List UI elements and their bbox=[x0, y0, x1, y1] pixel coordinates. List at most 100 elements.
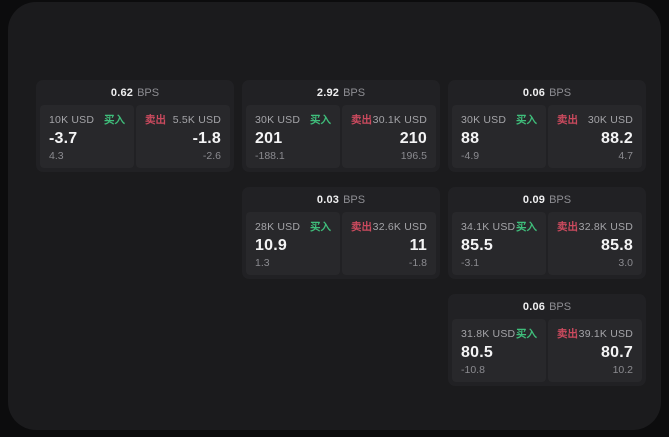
sell-notional: 32.8K USD bbox=[578, 220, 633, 233]
sell-quote-tile[interactable]: 卖出 30.1K USD 210 196.5 bbox=[342, 105, 436, 168]
sell-price: 11 bbox=[409, 237, 427, 254]
sell-quote-tile[interactable]: 卖出 32.6K USD 11 -1.8 bbox=[342, 212, 436, 275]
buy-quote-tile[interactable]: 28K USD 买入 10.9 1.3 bbox=[246, 212, 340, 275]
bps-value: 0.06 bbox=[522, 86, 546, 99]
sell-label: 卖出 bbox=[351, 221, 372, 233]
sell-tile-header: 卖出 30K USD bbox=[557, 112, 633, 127]
sell-label: 卖出 bbox=[557, 114, 578, 126]
buy-notional: 30K USD bbox=[255, 113, 301, 126]
sell-tile-header: 卖出 5.5K USD bbox=[145, 112, 221, 127]
sell-price: 210 bbox=[399, 130, 427, 147]
sell-delta: -2.6 bbox=[202, 150, 221, 162]
bps-unit-label: BPS bbox=[549, 86, 572, 99]
quote-card[interactable]: 0.03 BPS 28K USD 买入 10.9 1.3 卖出 32.6K US… bbox=[242, 187, 440, 279]
buy-label: 买入 bbox=[104, 114, 125, 126]
buy-quote-tile[interactable]: 30K USD 买入 201 -188.1 bbox=[246, 105, 340, 168]
buy-tile-header: 28K USD 买入 bbox=[255, 219, 331, 234]
buy-price: 88 bbox=[461, 130, 480, 147]
buy-tile-header: 10K USD 买入 bbox=[49, 112, 125, 127]
sell-notional: 5.5K USD bbox=[172, 113, 221, 126]
sell-label: 卖出 bbox=[351, 114, 372, 126]
quote-grid: 0.62 BPS 10K USD 买入 -3.7 4.3 卖出 5.5K USD… bbox=[36, 80, 646, 386]
buy-delta: 1.3 bbox=[255, 257, 270, 269]
sell-label: 卖出 bbox=[557, 221, 578, 233]
quote-sides: 10K USD 买入 -3.7 4.3 卖出 5.5K USD -1.8 -2.… bbox=[40, 105, 230, 168]
buy-notional: 30K USD bbox=[461, 113, 507, 126]
buy-price: -3.7 bbox=[49, 130, 78, 147]
bps-value: 0.09 bbox=[522, 193, 546, 206]
buy-label: 买入 bbox=[516, 328, 537, 340]
bps-value: 0.62 bbox=[110, 86, 134, 99]
buy-tile-header: 34.1K USD 买入 bbox=[461, 219, 537, 234]
buy-notional: 10K USD bbox=[49, 113, 95, 126]
sell-quote-tile[interactable]: 卖出 39.1K USD 80.7 10.2 bbox=[548, 319, 642, 382]
buy-price: 85.5 bbox=[461, 237, 493, 254]
buy-price: 201 bbox=[255, 130, 283, 147]
quote-card[interactable]: 2.92 BPS 30K USD 买入 201 -188.1 卖出 30.1K … bbox=[242, 80, 440, 172]
buy-price: 10.9 bbox=[255, 237, 287, 254]
bps-value: 0.03 bbox=[316, 193, 340, 206]
sell-tile-header: 卖出 39.1K USD bbox=[557, 326, 633, 341]
sell-quote-tile[interactable]: 卖出 32.8K USD 85.8 3.0 bbox=[548, 212, 642, 275]
sell-price: 88.2 bbox=[601, 130, 633, 147]
buy-quote-tile[interactable]: 34.1K USD 买入 85.5 -3.1 bbox=[452, 212, 546, 275]
quotes-panel: 0.62 BPS 10K USD 买入 -3.7 4.3 卖出 5.5K USD… bbox=[8, 2, 661, 430]
sell-delta: 3.0 bbox=[618, 257, 633, 269]
buy-delta: 4.3 bbox=[49, 150, 64, 162]
buy-delta: -188.1 bbox=[255, 150, 285, 162]
quote-card[interactable]: 0.06 BPS 31.8K USD 买入 80.5 -10.8 卖出 39.1… bbox=[448, 294, 646, 386]
bps-unit-label: BPS bbox=[137, 86, 160, 99]
bps-unit-label: BPS bbox=[343, 86, 366, 99]
quote-sides: 34.1K USD 买入 85.5 -3.1 卖出 32.8K USD 85.8… bbox=[452, 212, 642, 275]
bps-unit-label: BPS bbox=[343, 193, 366, 206]
buy-notional: 34.1K USD bbox=[461, 220, 516, 233]
buy-delta: -3.1 bbox=[461, 257, 480, 269]
card-header: 0.09 BPS bbox=[452, 187, 642, 212]
quote-sides: 28K USD 买入 10.9 1.3 卖出 32.6K USD 11 -1.8 bbox=[246, 212, 436, 275]
buy-notional: 31.8K USD bbox=[461, 327, 516, 340]
buy-quote-tile[interactable]: 30K USD 买入 88 -4.9 bbox=[452, 105, 546, 168]
buy-label: 买入 bbox=[516, 114, 537, 126]
bps-value: 0.06 bbox=[522, 300, 546, 313]
buy-tile-header: 30K USD 买入 bbox=[461, 112, 537, 127]
sell-delta: 4.7 bbox=[618, 150, 633, 162]
card-header: 0.62 BPS bbox=[40, 80, 230, 105]
buy-tile-header: 30K USD 买入 bbox=[255, 112, 331, 127]
card-header: 0.06 BPS bbox=[452, 80, 642, 105]
sell-notional: 30.1K USD bbox=[372, 113, 427, 126]
sell-label: 卖出 bbox=[557, 328, 578, 340]
card-header: 0.03 BPS bbox=[246, 187, 436, 212]
sell-price: -1.8 bbox=[192, 130, 221, 147]
sell-tile-header: 卖出 32.6K USD bbox=[351, 219, 427, 234]
buy-delta: -10.8 bbox=[461, 364, 485, 376]
sell-notional: 32.6K USD bbox=[372, 220, 427, 233]
sell-notional: 39.1K USD bbox=[578, 327, 633, 340]
quote-sides: 31.8K USD 买入 80.5 -10.8 卖出 39.1K USD 80.… bbox=[452, 319, 642, 382]
bps-unit-label: BPS bbox=[549, 193, 572, 206]
buy-quote-tile[interactable]: 10K USD 买入 -3.7 4.3 bbox=[40, 105, 134, 168]
sell-notional: 30K USD bbox=[587, 113, 633, 126]
buy-delta: -4.9 bbox=[461, 150, 480, 162]
sell-tile-header: 卖出 30.1K USD bbox=[351, 112, 427, 127]
buy-quote-tile[interactable]: 31.8K USD 买入 80.5 -10.8 bbox=[452, 319, 546, 382]
quote-sides: 30K USD 买入 201 -188.1 卖出 30.1K USD 210 1… bbox=[246, 105, 436, 168]
quote-card[interactable]: 0.06 BPS 30K USD 买入 88 -4.9 卖出 30K USD 8… bbox=[448, 80, 646, 172]
sell-delta: -1.8 bbox=[408, 257, 427, 269]
sell-label: 卖出 bbox=[145, 114, 166, 126]
quote-card[interactable]: 0.09 BPS 34.1K USD 买入 85.5 -3.1 卖出 32.8K… bbox=[448, 187, 646, 279]
quote-card[interactable]: 0.62 BPS 10K USD 买入 -3.7 4.3 卖出 5.5K USD… bbox=[36, 80, 234, 172]
sell-price: 80.7 bbox=[601, 344, 633, 361]
quote-sides: 30K USD 买入 88 -4.9 卖出 30K USD 88.2 4.7 bbox=[452, 105, 642, 168]
card-header: 0.06 BPS bbox=[452, 294, 642, 319]
card-header: 2.92 BPS bbox=[246, 80, 436, 105]
buy-label: 买入 bbox=[310, 114, 331, 126]
buy-tile-header: 31.8K USD 买入 bbox=[461, 326, 537, 341]
sell-quote-tile[interactable]: 卖出 30K USD 88.2 4.7 bbox=[548, 105, 642, 168]
sell-price: 85.8 bbox=[601, 237, 633, 254]
bps-value: 2.92 bbox=[316, 86, 340, 99]
buy-notional: 28K USD bbox=[255, 220, 301, 233]
buy-label: 买入 bbox=[516, 221, 537, 233]
sell-tile-header: 卖出 32.8K USD bbox=[557, 219, 633, 234]
sell-quote-tile[interactable]: 卖出 5.5K USD -1.8 -2.6 bbox=[136, 105, 230, 168]
sell-delta: 10.2 bbox=[612, 364, 633, 376]
